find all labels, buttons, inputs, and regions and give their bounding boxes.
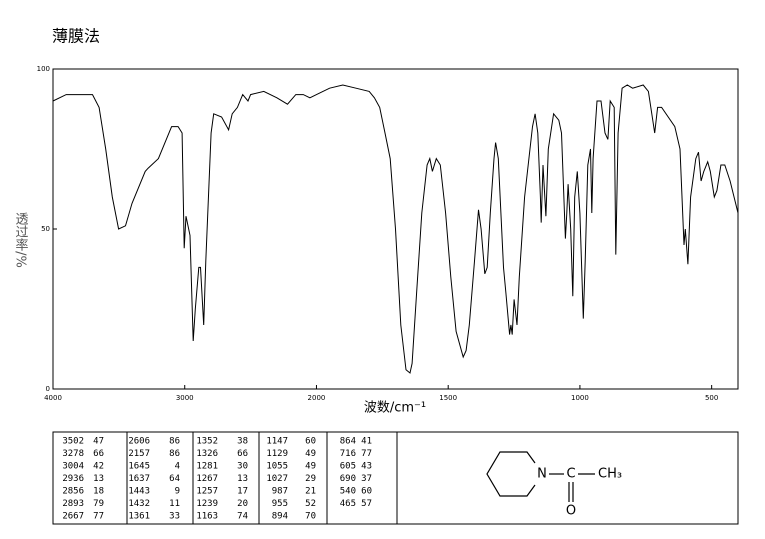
x-tick-label: 3000 [176, 394, 194, 402]
peak-transmittance: 43 [361, 462, 372, 472]
peak-transmittance: 21 [305, 487, 316, 497]
peak-transmittance: 29 [305, 474, 316, 484]
peak-transmittance: 47 [93, 437, 104, 447]
structure-bonds [486, 451, 595, 502]
peak-wavenumber: 864 [340, 437, 356, 447]
peak-wavenumber: 1055 [266, 462, 288, 472]
peak-transmittance: 4 [175, 462, 180, 472]
peak-wavenumber: 1239 [196, 499, 218, 509]
peak-wavenumber: 1281 [196, 462, 218, 472]
peak-wavenumber: 1267 [196, 474, 218, 484]
peak-transmittance: 17 [237, 487, 248, 497]
peak-transmittance: 70 [305, 512, 316, 522]
peak-wavenumber: 955 [272, 499, 288, 509]
peak-wavenumber: 1361 [128, 512, 150, 522]
peak-wavenumber: 1129 [266, 449, 288, 459]
peak-transmittance: 18 [93, 487, 104, 497]
atom-label: C [566, 467, 575, 482]
y-tick-label: 50 [41, 225, 50, 233]
peak-wavenumber: 1257 [196, 487, 218, 497]
peak-wavenumber: 690 [340, 474, 356, 484]
y-axis-label: 透过率/% [13, 212, 29, 268]
peak-transmittance: 86 [169, 449, 180, 459]
peak-transmittance: 86 [169, 437, 180, 447]
atom-label: N [537, 467, 547, 482]
peak-transmittance: 60 [361, 487, 372, 497]
peak-transmittance: 66 [93, 449, 104, 459]
peak-wavenumber: 894 [272, 512, 288, 522]
peak-wavenumber: 987 [272, 487, 288, 497]
peak-wavenumber: 3278 [62, 449, 84, 459]
peak-transmittance: 74 [237, 512, 248, 522]
peak-transmittance: 66 [237, 449, 248, 459]
peak-transmittance: 13 [237, 474, 248, 484]
x-tick-label: 2000 [308, 394, 326, 402]
peak-transmittance: 13 [93, 474, 104, 484]
peak-transmittance: 33 [169, 512, 180, 522]
table-frame [52, 431, 739, 525]
peak-wavenumber: 1432 [128, 499, 150, 509]
peak-wavenumber: 3004 [62, 462, 84, 472]
peak-wavenumber: 2936 [62, 474, 84, 484]
peak-wavenumber: 605 [340, 462, 356, 472]
peak-wavenumber: 1645 [128, 462, 150, 472]
peak-transmittance: 37 [361, 474, 372, 484]
peak-transmittance: 49 [305, 449, 316, 459]
peak-wavenumber: 1326 [196, 449, 218, 459]
peak-wavenumber: 2157 [128, 449, 150, 459]
peak-wavenumber: 1027 [266, 474, 288, 484]
peak-wavenumber: 1443 [128, 487, 150, 497]
peak-transmittance: 77 [93, 512, 104, 522]
peak-transmittance: 79 [93, 499, 104, 509]
x-tick-label: 500 [705, 394, 718, 402]
peak-transmittance: 9 [175, 487, 180, 497]
peak-transmittance: 52 [305, 499, 316, 509]
peak-transmittance: 30 [237, 462, 248, 472]
peak-transmittance: 38 [237, 437, 248, 447]
peak-transmittance: 42 [93, 462, 104, 472]
peak-wavenumber: 465 [340, 499, 356, 509]
atom-label: O [566, 504, 576, 519]
peak-wavenumber: 2893 [62, 499, 84, 509]
peak-transmittance: 64 [169, 474, 180, 484]
peak-transmittance: 20 [237, 499, 248, 509]
y-tick-label: 0 [46, 385, 50, 393]
atom-label: CH₃ [598, 467, 622, 482]
x-tick-label: 1500 [439, 394, 457, 402]
peak-transmittance: 60 [305, 437, 316, 447]
x-axis-label: 波数/cm⁻¹ [364, 401, 426, 416]
ring [486, 451, 536, 497]
y-tick-label: 100 [37, 65, 50, 73]
peak-wavenumber: 1163 [196, 512, 218, 522]
peak-transmittance: 11 [169, 499, 180, 509]
peak-wavenumber: 1147 [266, 437, 288, 447]
peak-wavenumber: 1352 [196, 437, 218, 447]
peak-transmittance: 49 [305, 462, 316, 472]
peak-wavenumber: 540 [340, 487, 356, 497]
spectrum-line [52, 84, 739, 374]
peak-wavenumber: 2856 [62, 487, 84, 497]
peak-wavenumber: 716 [340, 449, 356, 459]
x-tick-label: 1000 [571, 394, 589, 402]
peak-wavenumber: 2667 [62, 512, 84, 522]
peak-wavenumber: 3502 [62, 437, 84, 447]
x-tick-label: 4000 [44, 394, 62, 402]
peak-transmittance: 77 [361, 449, 372, 459]
peak-wavenumber: 1637 [128, 474, 150, 484]
peak-transmittance: 57 [361, 499, 372, 509]
peak-transmittance: 41 [361, 437, 372, 447]
page-title: 薄膜法 [52, 27, 100, 46]
peak-wavenumber: 2606 [128, 437, 150, 447]
